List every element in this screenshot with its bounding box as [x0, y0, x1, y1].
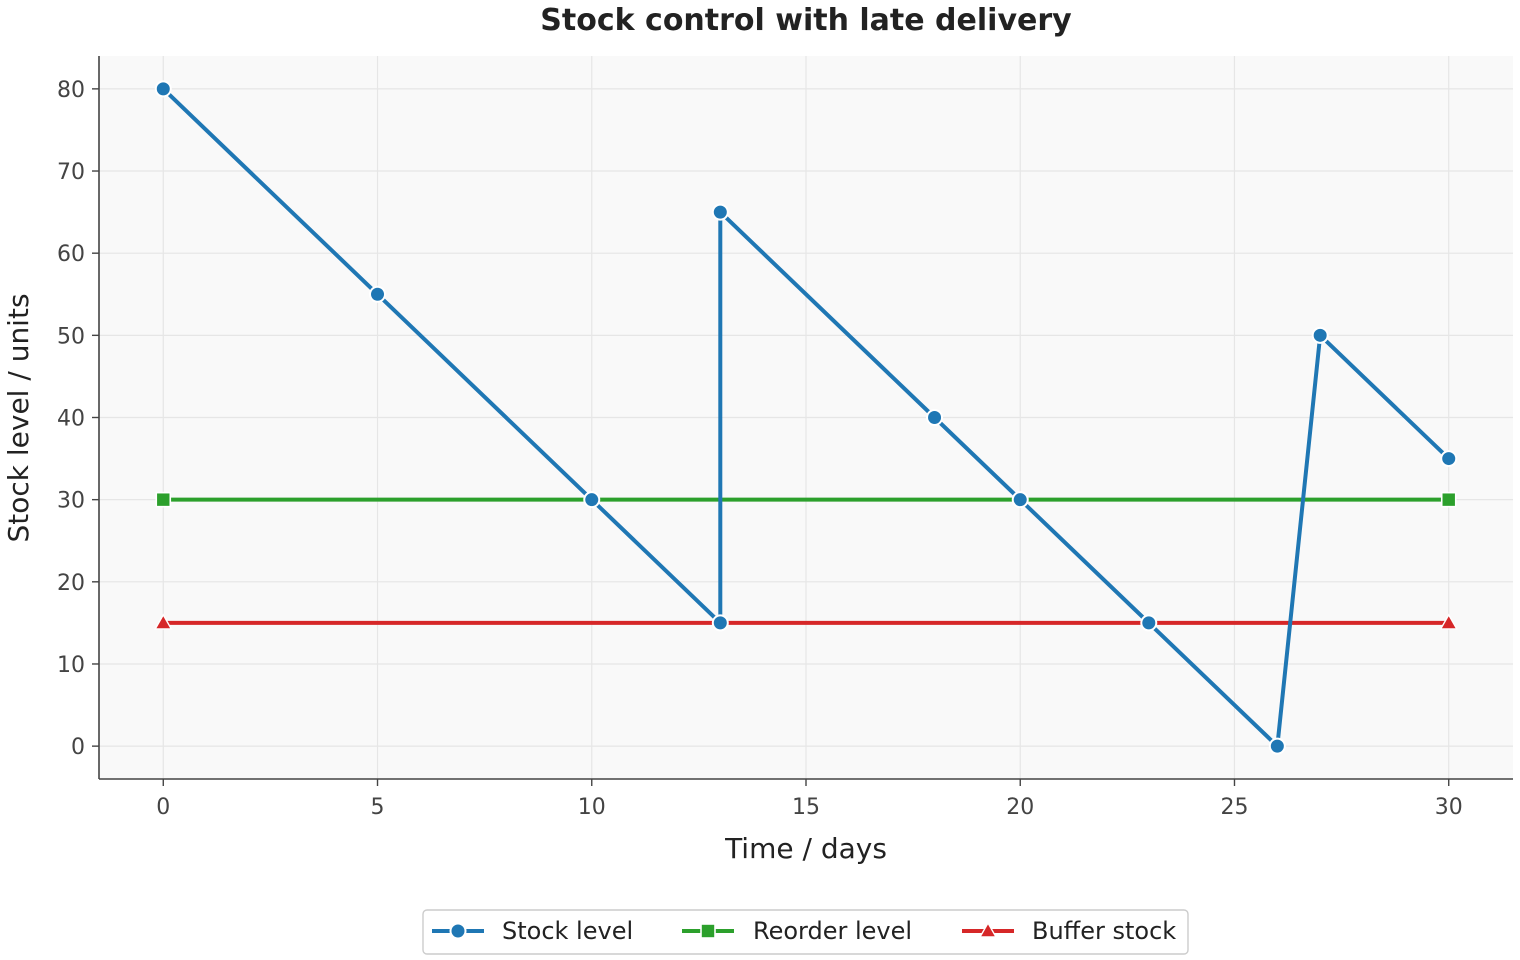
legend: Stock level Reorder level Buffer stock — [422, 909, 1189, 955]
y-tick-label: 10 — [57, 653, 85, 678]
x-tick-label: 0 — [156, 795, 170, 820]
legend-label: Reorder level — [753, 917, 912, 945]
x-tick-label: 10 — [578, 795, 606, 820]
y-tick-label: 20 — [57, 571, 85, 596]
stock-level-point — [1011, 491, 1029, 509]
y-tick-label: 40 — [57, 407, 85, 432]
legend-label: Stock level — [502, 917, 633, 945]
legend-swatch-marker — [978, 921, 998, 938]
series-reorder-level — [155, 491, 1457, 508]
series-stock-level — [154, 80, 1458, 755]
y-axis-label: Stock level / units — [2, 293, 35, 542]
legend-swatch-marker — [449, 922, 467, 940]
y-tick-label: 50 — [57, 324, 85, 349]
y-tick-label: 60 — [57, 242, 85, 267]
legend-item-stock-level: Stock level — [432, 917, 633, 945]
stock-level-point — [926, 409, 944, 426]
legend-item-buffer-stock: Buffer stock — [962, 917, 1176, 945]
y-ticks: 0 10 20 30 40 50 60 70 80 — [57, 78, 99, 760]
stock-level-point — [1268, 737, 1286, 755]
legend-box — [422, 909, 1189, 955]
x-tick-label: 20 — [1006, 795, 1034, 820]
x-tick-label: 5 — [371, 795, 385, 820]
legend-swatch-marker — [700, 923, 716, 939]
x-ticks: 0 5 10 15 20 25 30 — [156, 779, 1463, 820]
y-tick-label: 0 — [71, 735, 85, 760]
legend-label: Buffer stock — [1032, 917, 1176, 945]
stock-level-point — [154, 80, 172, 98]
chart-title: Stock control with late delivery — [540, 3, 1072, 38]
buffer-stock-point — [154, 613, 173, 630]
stock-level-point — [711, 614, 729, 632]
series-buffer-stock — [154, 613, 1458, 630]
stock-level-point — [1311, 326, 1329, 344]
x-tick-label: 25 — [1220, 795, 1248, 820]
y-tick-label: 80 — [57, 78, 85, 103]
stock-level-point — [369, 285, 387, 303]
series-layer — [154, 80, 1458, 755]
y-tick-label: 70 — [57, 160, 85, 185]
y-tick-label: 30 — [57, 489, 85, 514]
stock-level-point — [711, 203, 729, 221]
reorder-level-point — [1440, 491, 1457, 508]
x-tick-label: 15 — [792, 795, 820, 820]
stock-level-point — [1440, 450, 1458, 468]
x-axis-label: Time / days — [724, 832, 887, 865]
buffer-stock-point — [1439, 613, 1458, 630]
x-tick-label: 30 — [1435, 795, 1463, 820]
stock-level-point — [1140, 614, 1158, 632]
legend-item-reorder-level: Reorder level — [682, 917, 912, 945]
reorder-level-point — [155, 491, 172, 508]
stock-level-point — [583, 491, 601, 509]
